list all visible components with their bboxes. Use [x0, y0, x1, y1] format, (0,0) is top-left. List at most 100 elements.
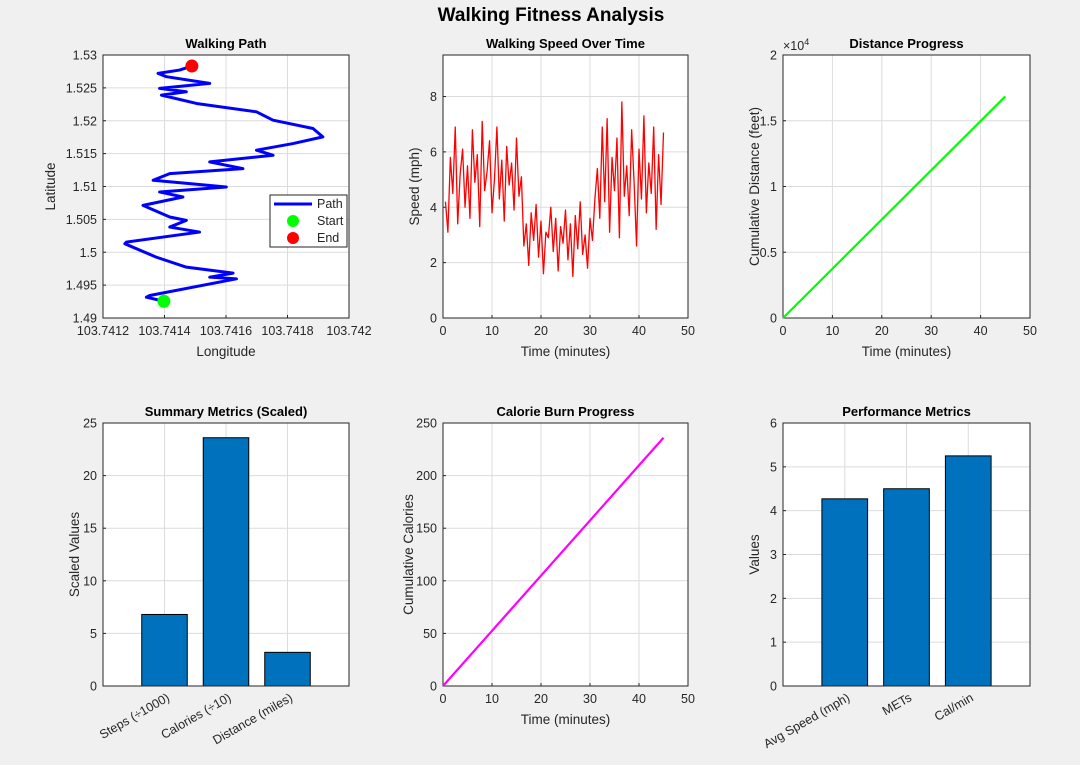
- x-tick-label: Avg Speed (mph): [761, 690, 852, 751]
- x-tick-label: 50: [681, 692, 695, 706]
- bar-3: [944, 455, 992, 687]
- axes-title: Calorie Burn Progress: [497, 404, 635, 419]
- y-tick-label: 0: [430, 312, 437, 326]
- axes-border: [782, 54, 1031, 319]
- x-tick-label: 0: [440, 324, 447, 338]
- y-tick-label: 4: [770, 504, 777, 518]
- x-tick-label: 40: [632, 324, 646, 338]
- y-tick-label: 1: [770, 180, 777, 194]
- bar-1: [141, 613, 188, 687]
- y-tick-label: 1.525: [66, 81, 97, 95]
- y-tick-label: 0.5: [760, 246, 777, 260]
- axes-border: [442, 54, 689, 319]
- axes-border: [102, 54, 350, 319]
- x-axis-label: Time (minutes): [521, 344, 611, 359]
- x-tick-label: 40: [974, 324, 988, 338]
- series-line: [444, 101, 665, 278]
- x-axis-label: Longitude: [196, 344, 255, 359]
- axes-border: [102, 422, 350, 687]
- x-tick-label: 20: [534, 324, 548, 338]
- x-tick-label: 10: [825, 324, 839, 338]
- bar-2: [883, 488, 930, 687]
- x-tick-label: Cal/min: [932, 690, 976, 723]
- x-tick-label: 10: [485, 692, 499, 706]
- y-tick-label: 1.5: [760, 114, 777, 128]
- axes-border: [442, 422, 689, 687]
- y-tick-label: 1.53: [73, 49, 97, 63]
- axes-border: [782, 422, 1031, 687]
- x-tick-label: 30: [583, 692, 597, 706]
- y-tick-label: 20: [83, 469, 97, 483]
- y-tick-label: 3: [770, 548, 777, 562]
- end-marker: [185, 59, 199, 73]
- legend: Path Start End: [269, 194, 348, 248]
- y-tick-label: 1.52: [73, 114, 97, 128]
- y-axis-label: Scaled Values: [67, 512, 82, 598]
- x-tick-label: 20: [534, 692, 548, 706]
- y-tick-label: 10: [83, 574, 97, 588]
- x-tick-label: 20: [875, 324, 889, 338]
- bar-1: [821, 498, 869, 687]
- x-tick-label: 0: [780, 324, 787, 338]
- x-axis-label: Time (minutes): [862, 344, 952, 359]
- x-tick-label: 10: [485, 324, 499, 338]
- y-tick-label: 1: [770, 636, 777, 650]
- y-tick-label: 2: [770, 49, 777, 63]
- x-tick-label: 103.7412: [77, 324, 129, 338]
- axes-title: Summary Metrics (Scaled): [145, 404, 308, 419]
- y-tick-label: 1.5: [80, 246, 97, 260]
- start-marker: [157, 294, 171, 308]
- x-tick-label: 0: [440, 692, 447, 706]
- x-tick-label: 50: [1023, 324, 1037, 338]
- axes-5: 0 50 100 150 200 250 0 10 20 30 40 50 Calorie Burn P…: [401, 404, 695, 727]
- y-tick-label: 2: [430, 256, 437, 270]
- series-line-path: [123, 64, 325, 303]
- y-tick-label: 25: [83, 417, 97, 431]
- axes-2: 0 2 4 6 8 0 10 20 30 40 50 Walking Speed Over Time T…: [407, 36, 695, 359]
- axes-title: Walking Path: [185, 36, 266, 51]
- y-tick-label: 0: [90, 680, 97, 694]
- y-tick-label: 15: [83, 522, 97, 536]
- bar-3: [264, 651, 311, 687]
- y-tick-label: 0: [430, 680, 437, 694]
- bar-2: [202, 437, 250, 687]
- y-tick-label: 1.49: [73, 312, 97, 326]
- y-axis-label: Cumulative Calories: [401, 494, 416, 615]
- y-tick-label: 5: [770, 460, 777, 474]
- x-tick-label: METs: [880, 690, 914, 718]
- legend-label: Start: [317, 214, 344, 228]
- y-axis-label: Values: [747, 534, 762, 575]
- y-tick-label: 1.515: [66, 147, 97, 161]
- y-tick-label: 1.505: [66, 213, 97, 227]
- x-tick-label: 30: [583, 324, 597, 338]
- x-tick-label: 103.7414: [138, 324, 190, 338]
- x-tick-label: 103.7416: [200, 324, 252, 338]
- legend-label: End: [317, 231, 339, 245]
- figure-title: Walking Fitness Analysis: [438, 5, 665, 26]
- y-tick-label: 8: [430, 90, 437, 104]
- x-tick-label: 50: [681, 324, 695, 338]
- legend-end-swatch: [287, 232, 299, 244]
- y-axis-label: Speed (mph): [407, 147, 422, 225]
- y-tick-label: 0: [770, 680, 777, 694]
- y-tick-label: 200: [416, 469, 437, 483]
- exponent-value: 4: [804, 37, 809, 47]
- axes-title: Distance Progress: [849, 36, 963, 51]
- y-axis-label: Cumulative Distance (feet): [747, 107, 762, 266]
- y-tick-label: 6: [770, 417, 777, 431]
- axes-1: 1.49 1.495 1.5 1.505 1.51 1.515 1.52 1.525 1.53 1…: [43, 36, 372, 359]
- plot-area: [442, 422, 689, 687]
- x-tick-label: 103.742: [326, 324, 371, 338]
- series-line: [442, 436, 665, 687]
- y-axis-label: Latitude: [43, 162, 58, 210]
- y-tick-label: 100: [416, 574, 437, 588]
- y-tick-label: 50: [423, 627, 437, 641]
- axes-6: 0 1 2 3 4 5 6 Avg Speed (mph) METs Cal/min Perform…: [747, 404, 1031, 751]
- series-line: [782, 95, 1007, 319]
- x-axis-label: Time (minutes): [521, 712, 611, 727]
- y-tick-label: 150: [416, 522, 437, 536]
- x-tick-label: 30: [924, 324, 938, 338]
